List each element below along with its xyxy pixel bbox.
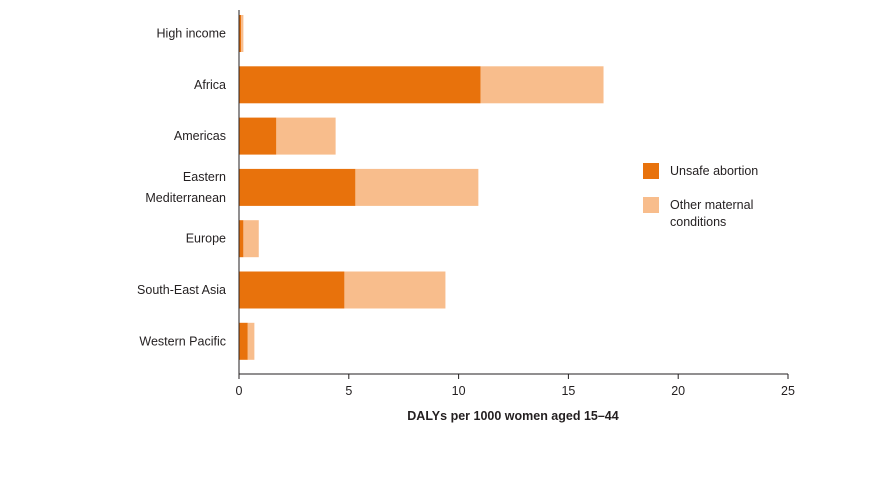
bar-unsafe-abortion-5	[239, 271, 345, 309]
x-tick-label: 10	[452, 384, 466, 398]
bars-group	[239, 15, 604, 360]
bar-unsafe-abortion-3	[239, 168, 356, 206]
x-tick-label: 20	[671, 384, 685, 398]
category-label: Western Pacific	[139, 334, 226, 348]
legend: Unsafe abortion Other maternal conditions	[643, 163, 758, 229]
category-label: Eastern	[183, 170, 226, 184]
category-label: Africa	[194, 78, 226, 92]
bar-other-maternal-1	[480, 66, 604, 104]
legend-label: conditions	[670, 215, 726, 229]
bar-unsafe-abortion-0	[239, 15, 242, 52]
bar-other-maternal-3	[355, 168, 479, 206]
bar-unsafe-abortion-2	[239, 117, 277, 155]
x-tick-label: 0	[236, 384, 243, 398]
category-label: South-East Asia	[137, 283, 226, 297]
bar-unsafe-abortion-4	[239, 220, 244, 258]
legend-label: Unsafe abortion	[670, 164, 758, 178]
legend-swatch	[643, 163, 659, 179]
category-label: Europe	[186, 232, 226, 246]
category-label: High income	[157, 27, 227, 41]
bar-unsafe-abortion-6	[239, 322, 248, 360]
bar-other-maternal-6	[247, 322, 255, 360]
category-labels: High income Africa Americas Eastern Mediterr…	[137, 27, 226, 349]
bar-other-maternal-0	[241, 15, 244, 52]
x-tick-label: 5	[345, 384, 352, 398]
x-tick-label: 25	[781, 384, 795, 398]
category-label: Mediterranean	[145, 191, 226, 205]
x-ticks: 0 5 10 15 20 25	[236, 374, 795, 398]
legend-label: Other maternal	[670, 198, 753, 212]
category-label: Americas	[174, 129, 226, 143]
bar-other-maternal-2	[276, 117, 336, 155]
x-axis-label: DALYs per 1000 women aged 15–44	[407, 409, 618, 423]
bar-other-maternal-4	[243, 220, 259, 258]
bar-unsafe-abortion-1	[239, 66, 481, 104]
bar-other-maternal-5	[344, 271, 446, 309]
legend-swatch	[643, 197, 659, 213]
x-tick-label: 15	[561, 384, 575, 398]
